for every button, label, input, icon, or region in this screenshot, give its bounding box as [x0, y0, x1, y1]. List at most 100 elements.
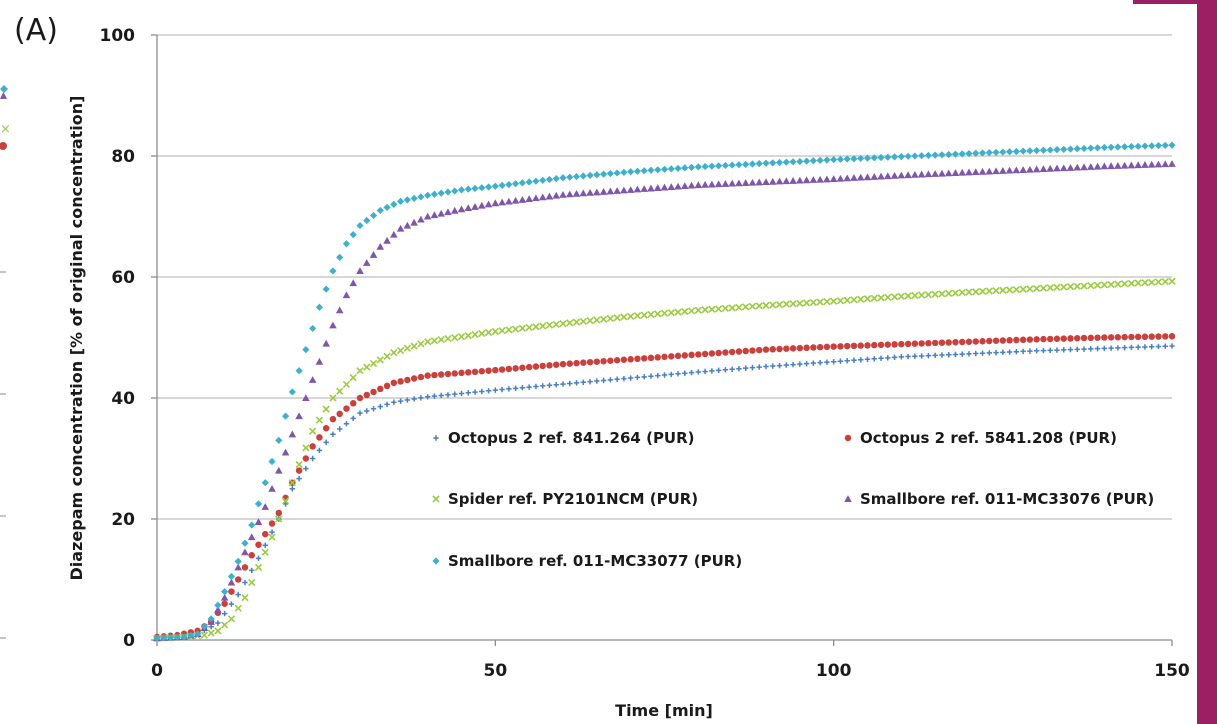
data-point — [938, 290, 946, 298]
data-point — [755, 160, 763, 168]
data-point — [702, 368, 708, 375]
y-tick-label: 100 — [100, 26, 136, 46]
data-point — [687, 163, 696, 171]
legend-entry: Spider ref. PY2101NCM (PUR) — [448, 490, 698, 508]
data-point — [505, 197, 513, 205]
legend-entry: Smallbore ref. 011-MC33076 (PUR) — [860, 490, 1154, 508]
data-point — [424, 394, 431, 400]
data-point — [1134, 161, 1142, 169]
data-point — [417, 340, 425, 348]
data-point — [775, 177, 784, 185]
data-point — [505, 326, 513, 334]
x-tick-label: 0 — [151, 661, 163, 681]
data-point — [1012, 147, 1020, 156]
data-point — [275, 515, 283, 523]
data-point — [633, 312, 642, 320]
data-point — [255, 555, 262, 562]
data-point — [478, 201, 486, 209]
data-point — [856, 173, 865, 181]
data-point — [694, 181, 703, 189]
data-point — [762, 178, 770, 186]
data-point — [349, 373, 357, 382]
data-point — [999, 286, 1007, 294]
data-point — [721, 304, 730, 312]
data-point — [925, 352, 932, 359]
data-point — [553, 381, 559, 388]
data-point — [844, 358, 850, 364]
data-point — [878, 355, 884, 362]
data-point — [450, 206, 459, 214]
data-point — [600, 357, 607, 365]
data-point — [687, 181, 696, 189]
data-point — [992, 167, 1000, 175]
data-point — [437, 209, 445, 217]
data-point — [809, 157, 817, 165]
data-point — [655, 372, 661, 379]
data-point — [525, 195, 533, 202]
data-point — [924, 151, 932, 159]
data-point — [932, 352, 938, 359]
remnant-marker-triangle — [0, 92, 7, 99]
data-point — [437, 189, 445, 197]
data-point — [1107, 162, 1115, 170]
data-point — [207, 629, 215, 637]
data-point — [870, 154, 878, 162]
data-point — [674, 182, 682, 190]
data-point — [309, 427, 317, 435]
data-point — [904, 292, 912, 300]
data-point — [261, 503, 270, 510]
data-point — [484, 200, 493, 208]
data-point — [580, 359, 587, 366]
data-point — [376, 206, 384, 215]
data-point — [945, 150, 953, 159]
data-point — [268, 520, 276, 527]
data-point — [247, 533, 256, 541]
data-point — [708, 162, 716, 170]
data-point — [823, 175, 831, 183]
data-point — [973, 350, 979, 357]
data-point — [1005, 166, 1014, 174]
data-point — [985, 167, 994, 175]
data-point — [850, 155, 858, 163]
data-point — [464, 331, 472, 340]
data-point — [1094, 334, 1101, 341]
data-point — [579, 317, 587, 326]
data-point — [451, 370, 458, 377]
data-point — [593, 171, 601, 179]
data-point — [397, 398, 404, 404]
data-point — [803, 344, 810, 352]
data-point — [701, 306, 709, 314]
data-point — [390, 379, 398, 387]
data-point — [600, 377, 607, 384]
data-point — [1154, 160, 1163, 168]
data-point — [721, 161, 729, 170]
data-point — [464, 204, 473, 212]
legend-marker — [844, 495, 852, 503]
data-point — [546, 382, 553, 388]
data-point — [485, 367, 492, 374]
data-point — [383, 203, 391, 212]
data-point — [1148, 333, 1155, 340]
data-point — [1134, 142, 1142, 150]
data-point — [863, 173, 872, 181]
data-point — [444, 370, 452, 378]
data-point — [506, 386, 512, 392]
data-point — [404, 376, 411, 384]
data-point — [268, 484, 276, 492]
data-point — [898, 354, 905, 360]
data-point — [857, 295, 865, 303]
data-point — [627, 168, 635, 176]
data-point — [748, 302, 757, 311]
data-point — [572, 172, 581, 181]
legend-entry: Octopus 2 ref. 841.264 (PUR) — [448, 429, 695, 447]
data-point — [410, 375, 418, 382]
data-point — [235, 591, 241, 598]
data-point — [823, 156, 831, 164]
data-point — [593, 316, 601, 324]
data-point — [437, 336, 445, 344]
data-point — [444, 208, 452, 216]
data-point — [1121, 143, 1129, 151]
data-point — [424, 372, 431, 379]
data-point — [918, 353, 925, 359]
data-point — [762, 346, 770, 353]
